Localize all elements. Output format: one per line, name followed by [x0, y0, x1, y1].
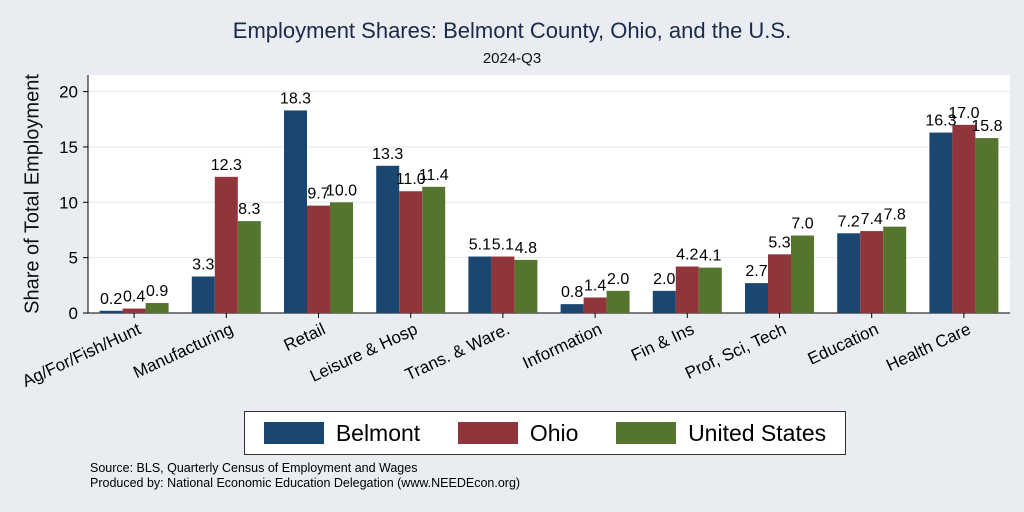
- chart-title: Employment Shares: Belmont County, Ohio,…: [232, 18, 792, 43]
- bar: [468, 256, 492, 313]
- legend-swatch-ohio: [457, 422, 518, 444]
- source-note: Source: BLS, Quarterly Census of Employm…: [90, 461, 418, 475]
- bar: [422, 186, 446, 313]
- data-label: 1.4: [584, 278, 606, 295]
- data-label: 4.8: [515, 240, 537, 257]
- y-tick-label: 0: [69, 304, 78, 323]
- data-label: 5.1: [492, 237, 514, 254]
- data-label: 0.9: [146, 283, 168, 300]
- bar: [583, 297, 607, 313]
- data-label: 2.0: [653, 271, 675, 288]
- data-label: 3.3: [192, 256, 214, 273]
- bar: [652, 290, 676, 313]
- bar: [883, 226, 907, 313]
- data-label: 12.3: [211, 157, 242, 174]
- data-label: 5.1: [469, 237, 491, 254]
- data-label: 0.2: [100, 291, 122, 308]
- bar: [791, 235, 814, 313]
- legend-item-ohio: Ohio: [457, 419, 579, 447]
- bar: [929, 132, 953, 313]
- legend-item-belmont: Belmont: [263, 419, 421, 447]
- data-label: 15.8: [971, 118, 1002, 135]
- legend-label-ohio: Ohio: [529, 419, 579, 446]
- bar: [860, 231, 884, 313]
- data-label: 9.7: [307, 186, 329, 203]
- bar: [330, 202, 353, 313]
- y-tick-label: 15: [59, 138, 78, 157]
- legend-label-united-states: United States: [688, 419, 827, 446]
- chart-subtitle: 2024-Q3: [482, 50, 542, 67]
- x-tick-label: Information: [520, 319, 605, 372]
- legend-swatch-belmont: [263, 422, 324, 444]
- data-label: 13.3: [372, 146, 403, 163]
- bar: [191, 276, 215, 313]
- data-label: 16.3: [925, 113, 956, 130]
- data-label: 11.4: [419, 167, 449, 184]
- legend-label-belmont: Belmont: [335, 419, 421, 446]
- bar: [376, 165, 400, 313]
- data-label: 4.1: [699, 248, 721, 265]
- y-tick-label: 10: [59, 193, 78, 212]
- bar: [99, 310, 123, 313]
- x-tick-label: Fin & Ins: [628, 319, 697, 365]
- y-tick-label: 5: [69, 249, 78, 268]
- x-tick-label: Ag/For/Fish/Hunt: [19, 319, 144, 391]
- legend-swatch-united-states: [616, 422, 677, 444]
- bar: [491, 256, 515, 313]
- data-label: 2.0: [607, 271, 629, 288]
- data-label: 5.3: [768, 234, 790, 251]
- data-label: 4.2: [676, 247, 698, 264]
- produced-by-note: Produced by: National Economic Education…: [90, 476, 521, 490]
- data-label: 2.7: [745, 263, 767, 280]
- bar: [514, 259, 538, 313]
- data-label: 18.3: [280, 90, 311, 107]
- bar: [745, 283, 768, 313]
- x-tick-label: Education: [805, 319, 882, 368]
- data-label: 17.0: [948, 105, 979, 122]
- data-label: 7.2: [838, 213, 860, 230]
- bar: [837, 233, 861, 313]
- bar: [698, 267, 722, 313]
- data-label: 8.3: [238, 201, 260, 218]
- bar: [145, 303, 169, 313]
- bar: [284, 110, 307, 314]
- x-tick-label: Retail: [281, 319, 328, 355]
- y-tick-label: 20: [59, 83, 78, 102]
- data-label: 0.8: [561, 284, 583, 301]
- bar: [768, 254, 791, 313]
- bar: [237, 221, 261, 313]
- x-tick-label: Health Care: [883, 319, 973, 375]
- data-label: 7.8: [884, 207, 906, 224]
- data-label: 7.0: [791, 216, 813, 233]
- legend-item-united-states: United States: [616, 420, 826, 447]
- data-label: 0.4: [123, 289, 145, 306]
- legend: Belmont Ohio United States: [244, 411, 846, 455]
- bar: [560, 304, 584, 313]
- x-tick-label: Manufacturing: [130, 319, 236, 382]
- bar: [399, 191, 423, 313]
- x-tick-label: Trans. & Ware.: [402, 319, 512, 384]
- bar: [307, 205, 330, 313]
- data-label: 10.0: [326, 182, 357, 199]
- bar: [606, 290, 630, 313]
- bar: [214, 176, 238, 313]
- x-tick-label: Prof, Sci, Tech: [682, 319, 789, 382]
- bar: [122, 308, 146, 313]
- bar: [675, 266, 699, 313]
- bar: [952, 124, 976, 313]
- bar: [975, 138, 999, 313]
- data-label: 11.0: [396, 171, 426, 188]
- data-label: 7.4: [861, 211, 883, 228]
